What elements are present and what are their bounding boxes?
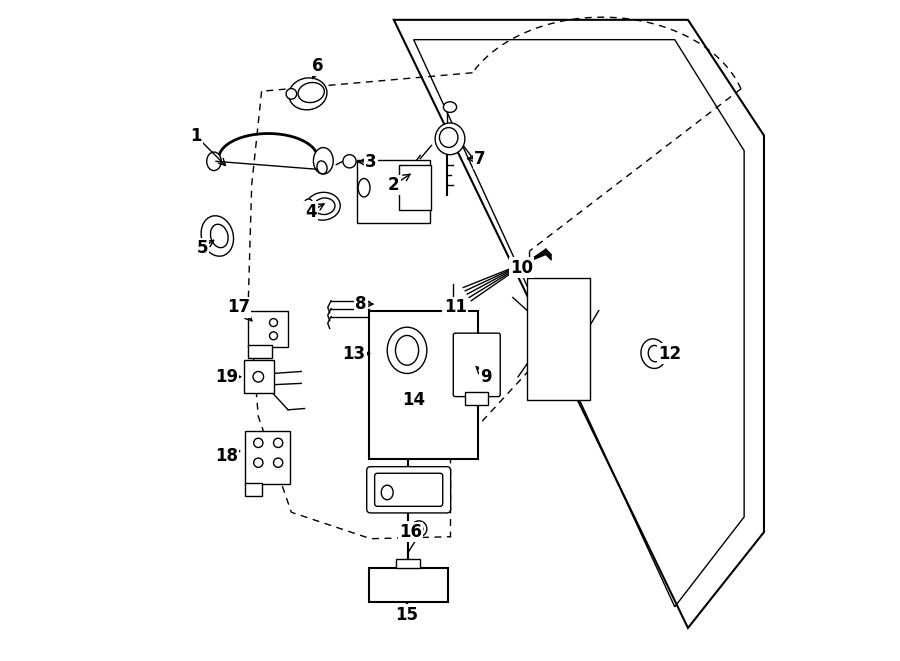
Circle shape bbox=[415, 525, 423, 533]
Text: 16: 16 bbox=[399, 523, 422, 541]
Bar bbox=[399, 165, 431, 210]
Circle shape bbox=[411, 521, 427, 537]
Bar bbox=[464, 392, 489, 405]
Bar bbox=[245, 431, 290, 484]
Ellipse shape bbox=[435, 123, 465, 155]
Text: 9: 9 bbox=[481, 368, 492, 386]
Ellipse shape bbox=[298, 83, 324, 102]
Text: 5: 5 bbox=[196, 239, 208, 257]
Ellipse shape bbox=[211, 224, 229, 248]
Ellipse shape bbox=[289, 78, 327, 110]
Ellipse shape bbox=[648, 346, 662, 362]
Ellipse shape bbox=[201, 215, 233, 256]
Text: 3: 3 bbox=[364, 153, 376, 171]
Text: 11: 11 bbox=[444, 298, 467, 317]
Text: 8: 8 bbox=[355, 295, 366, 313]
Ellipse shape bbox=[306, 192, 340, 220]
Ellipse shape bbox=[439, 128, 458, 147]
Text: 12: 12 bbox=[658, 344, 681, 363]
Ellipse shape bbox=[317, 161, 327, 174]
Circle shape bbox=[304, 199, 312, 207]
Ellipse shape bbox=[358, 178, 370, 197]
Circle shape bbox=[286, 89, 297, 99]
Ellipse shape bbox=[207, 152, 221, 171]
Bar bbox=[369, 311, 479, 459]
Circle shape bbox=[254, 438, 263, 447]
Text: 2: 2 bbox=[388, 176, 400, 194]
Text: 7: 7 bbox=[474, 149, 486, 168]
Text: 14: 14 bbox=[402, 391, 425, 409]
Ellipse shape bbox=[444, 102, 456, 112]
Ellipse shape bbox=[387, 327, 427, 373]
Circle shape bbox=[253, 371, 264, 382]
Ellipse shape bbox=[313, 147, 333, 174]
Circle shape bbox=[343, 155, 356, 168]
FancyBboxPatch shape bbox=[366, 467, 451, 513]
Ellipse shape bbox=[382, 485, 393, 500]
FancyBboxPatch shape bbox=[374, 473, 443, 506]
Text: 10: 10 bbox=[510, 258, 533, 277]
Circle shape bbox=[274, 458, 283, 467]
Bar bbox=[248, 311, 288, 347]
Circle shape bbox=[274, 438, 283, 447]
Bar bbox=[244, 360, 274, 393]
Bar bbox=[527, 278, 590, 400]
Text: 4: 4 bbox=[305, 202, 317, 221]
Text: 19: 19 bbox=[215, 368, 238, 386]
Ellipse shape bbox=[403, 399, 411, 407]
Text: 13: 13 bbox=[343, 344, 365, 363]
Bar bbox=[357, 160, 430, 223]
Ellipse shape bbox=[314, 198, 335, 215]
FancyBboxPatch shape bbox=[454, 333, 500, 397]
Text: 1: 1 bbox=[190, 126, 202, 145]
Bar bbox=[397, 559, 420, 568]
Ellipse shape bbox=[641, 339, 666, 368]
Text: 17: 17 bbox=[227, 298, 250, 317]
Text: 15: 15 bbox=[395, 605, 419, 624]
Circle shape bbox=[254, 458, 263, 467]
Bar bbox=[245, 483, 262, 496]
Circle shape bbox=[269, 332, 277, 340]
Text: 6: 6 bbox=[312, 57, 323, 75]
Circle shape bbox=[269, 319, 277, 327]
Ellipse shape bbox=[395, 335, 419, 365]
Bar bbox=[248, 345, 272, 358]
Bar bbox=[369, 568, 448, 602]
Text: 18: 18 bbox=[215, 447, 238, 465]
